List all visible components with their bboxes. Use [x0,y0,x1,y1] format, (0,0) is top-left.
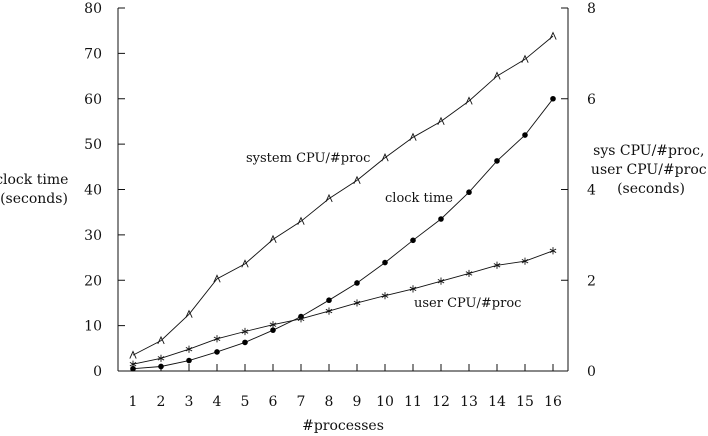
dot-marker [382,259,388,266]
star-marker [241,327,249,336]
dot-marker [466,189,472,196]
left-y-tick-label: 40 [84,183,102,199]
star-marker [213,335,221,343]
dot-marker [186,357,192,364]
series-label-clock-time: clock time [385,191,453,206]
series-markers [129,31,557,372]
star-marker [157,354,165,362]
right-y-axis-title-line: (seconds) [617,181,685,197]
star-marker [353,299,361,307]
x-tick-label: 2 [157,394,166,410]
triangle-marker [549,31,557,40]
triangle-marker [409,132,417,141]
triangle-marker [185,309,193,318]
dot-marker [326,297,332,304]
triangle-marker [325,193,333,203]
dot-marker [438,216,444,222]
star-marker [185,345,193,353]
left-y-tick-label: 0 [93,364,102,380]
triangle-marker [241,259,249,268]
x-tick-label: 14 [488,394,506,410]
x-tick-label: 12 [432,394,450,410]
triangle-marker [381,153,389,162]
left-y-axis-title: clock time (seconds) [0,172,73,207]
left-y-tick-label: 60 [84,92,102,108]
triangle-marker [269,234,277,244]
dot-marker [410,237,416,244]
x-tick-label: 11 [404,394,422,410]
right-y-axis-title-line: user CPU/#proc [591,162,707,178]
dot-marker [214,349,220,355]
series-line-clock-time [132,98,554,370]
x-tick-label: 4 [213,394,222,410]
right-y-tick-label: 6 [587,92,596,108]
x-tick-label: 5 [241,394,250,410]
x-axis-title: #processes [302,418,384,434]
series-label-system-cpu: system CPU/#proc [246,151,370,166]
series-line-system-cpu [132,35,554,356]
dot-marker [494,158,500,164]
x-tick-label: 10 [376,394,394,410]
triangle-marker [353,175,361,185]
dot-marker [242,339,248,346]
star-marker [465,269,473,278]
x-tick-label: 13 [460,394,478,410]
star-marker [437,277,445,285]
x-tick-label: 9 [353,394,362,410]
star-marker [325,307,333,315]
star-marker [297,315,305,323]
series-line-user-cpu [132,250,554,365]
right-y-tick-label: 8 [587,1,596,17]
star-marker [521,257,529,265]
triangle-marker [297,216,305,225]
left-y-axis-title-line: clock time [0,172,68,188]
right-y-axis-title: sys CPU/#proc, user CPU/#proc (seconds) [591,143,708,197]
x-tick-label: 7 [297,394,306,410]
triangle-marker [521,54,529,63]
star-marker [381,292,389,300]
right-y-tick-label: 4 [587,183,596,199]
triangle-marker [157,335,165,345]
x-tick-label: 3 [185,394,194,410]
left-y-tick-label: 20 [84,273,102,289]
triangle-marker [437,116,445,126]
star-marker [409,285,417,293]
series-label-user-cpu: user CPU/#proc [414,296,521,311]
dot-marker [354,280,360,286]
x-tick-label: 6 [269,394,278,410]
star-marker [549,247,557,255]
star-marker [129,360,137,368]
dot-marker [550,95,556,102]
left-y-tick-label: 10 [84,319,102,335]
dot-marker [158,363,164,370]
x-tick-label: 1 [129,394,138,410]
triangle-marker [129,350,137,359]
x-tick-label: 8 [325,394,334,410]
left-y-tick-label: 80 [84,1,102,17]
left-y-tick-label: 50 [84,137,102,153]
triangle-marker [493,71,501,80]
star-marker [493,261,501,269]
left-y-axis-title-line: (seconds) [0,191,68,207]
dot-marker [522,132,528,138]
triangle-marker [465,96,473,105]
dot-marker [130,365,136,372]
triangle-marker [213,274,221,283]
left-y-tick-label: 70 [84,46,102,62]
star-marker [269,321,277,329]
right-y-tick-label: 0 [587,364,596,380]
x-tick-label: 15 [516,394,534,410]
right-y-tick-label: 2 [587,273,596,289]
x-tick-label: 16 [544,394,562,410]
left-y-tick-label: 30 [84,228,102,244]
dot-marker [270,327,276,333]
series-lines [132,35,554,370]
right-y-axis-title-line: sys CPU/#proc, [593,143,704,159]
